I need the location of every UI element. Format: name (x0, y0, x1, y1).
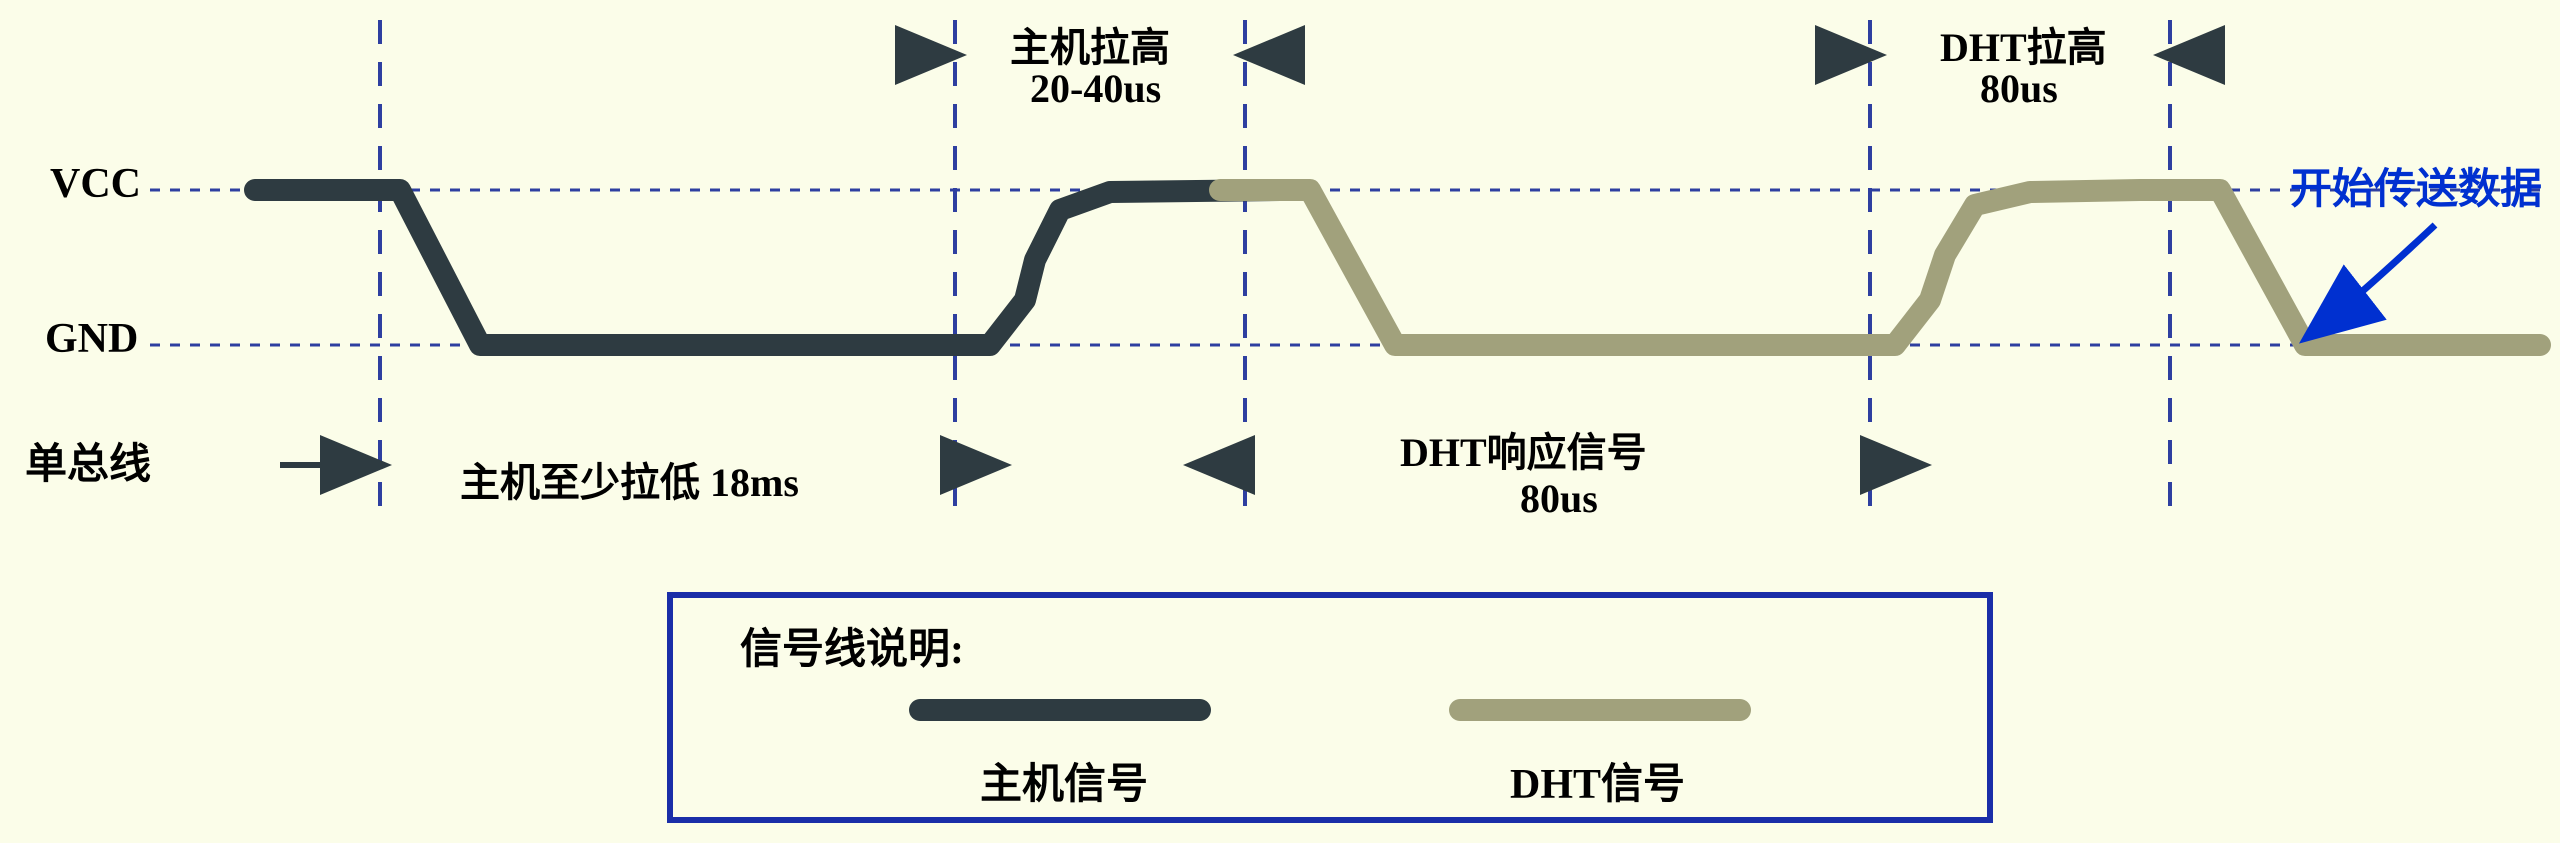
host-low-label: 主机至少拉低 18ms (460, 450, 799, 508)
legend-title: 信号线说明: (740, 615, 964, 676)
top-annot-1-line2: 80us (1980, 65, 2058, 112)
gnd-label: GND (45, 315, 138, 363)
dht-resp-line2: 80us (1520, 475, 1598, 522)
dht-resp-line1: DHT响应信号 (1400, 420, 1647, 478)
legend-item-0: 主机信号 (980, 750, 1148, 811)
bus-label: 单总线 (25, 430, 151, 491)
diagram-svg (0, 0, 2560, 843)
start-data-label: 开始传送数据 (2290, 155, 2542, 216)
timing-diagram: { "canvas": { "w": 2560, "h": 843, "bg":… (0, 0, 2560, 843)
top-annot-0-line2: 20-40us (1030, 65, 1161, 112)
vcc-label: VCC (50, 160, 141, 208)
legend-item-1: DHT信号 (1510, 750, 1685, 811)
